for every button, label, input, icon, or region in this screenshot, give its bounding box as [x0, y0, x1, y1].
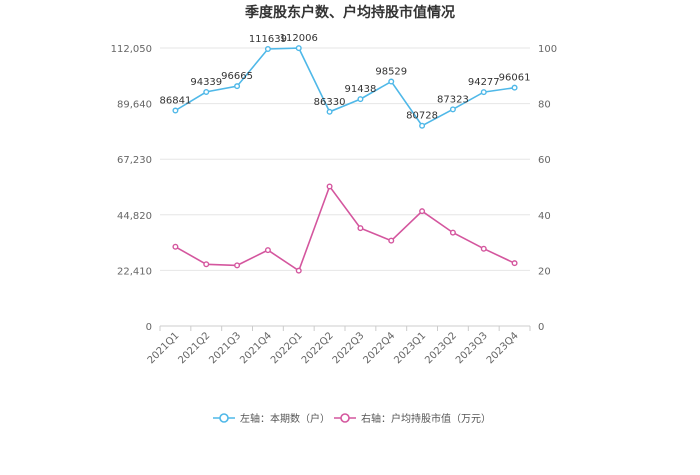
data-point: [172, 107, 179, 114]
right-axis-tick-label: 0: [538, 322, 544, 333]
x-tick-label: 2021Q4: [238, 330, 274, 366]
data-point: [511, 260, 518, 267]
data-point: [480, 89, 487, 96]
data-point: [357, 225, 364, 232]
chart-title: 季度股东户数、户均持股市值情况: [244, 4, 455, 21]
right-axis-tick-label: 80: [538, 100, 551, 111]
x-tick-label: 2023Q2: [423, 330, 459, 366]
x-tick-label: 2021Q2: [177, 330, 213, 366]
legend-marker: [219, 413, 229, 423]
legend: 左轴：本期数（户） 右轴：户均持股市值（万元）: [213, 412, 491, 425]
axis-layer: 0 0 22,410 20 44,820 40 67,230 60 89,640 80 112,05…: [111, 44, 557, 366]
legend-item-label: 右轴：户均持股市值（万元）: [361, 412, 491, 425]
data-point: [203, 88, 210, 95]
data-label: 86330: [314, 97, 346, 108]
x-tick-label: 2022Q1: [269, 330, 305, 366]
x-tick-label: 2021Q1: [146, 330, 182, 366]
right-axis-tick-label: 60: [538, 155, 551, 166]
left-axis-tick-label: 22,410: [117, 266, 152, 277]
series-line-0: [174, 47, 515, 127]
x-tick-label: 2022Q3: [331, 330, 367, 366]
data-point: [264, 46, 271, 53]
x-tick-label: 2021Q3: [207, 330, 243, 366]
data-point: [295, 45, 302, 52]
x-tick-label: 2023Q3: [454, 330, 490, 366]
data-point: [234, 262, 241, 269]
data-label: 86841: [160, 96, 192, 107]
data-point: [449, 229, 456, 236]
x-tick-label: 2022Q4: [362, 330, 398, 366]
data-label: 91438: [345, 84, 377, 95]
data-label: 94277: [468, 77, 500, 88]
right-axis-tick-label: 40: [538, 211, 551, 222]
data-label: 94339: [190, 77, 222, 88]
legend-marker: [340, 413, 350, 423]
data-label: 96665: [221, 71, 253, 82]
x-tick-label: 2022Q2: [300, 330, 336, 366]
x-tick-label: 2023Q4: [485, 330, 521, 366]
series-line-1: [175, 184, 515, 272]
legend-item-label: 左轴：本期数（户）: [240, 412, 330, 425]
data-label: 112006: [280, 33, 318, 44]
x-tick-label: 2023Q1: [392, 330, 428, 366]
series-layer: [172, 45, 518, 274]
data-point: [326, 183, 333, 190]
data-label: 111639: [249, 34, 287, 45]
data-label: 87323: [437, 94, 469, 105]
data-point: [172, 243, 179, 250]
data-label: 96061: [499, 73, 531, 84]
left-axis-tick-label: 0: [146, 322, 152, 333]
left-axis-tick-label: 67,230: [117, 155, 152, 166]
data-label: 98529: [375, 67, 407, 78]
data-point: [326, 108, 333, 115]
right-axis-tick-label: 100: [538, 44, 557, 55]
data-point: [388, 78, 395, 85]
left-axis-tick-label: 89,640: [117, 100, 152, 111]
data-point: [295, 267, 302, 274]
data-point: [234, 83, 241, 90]
data-point: [480, 245, 487, 252]
data-point: [511, 84, 518, 91]
right-axis-tick-label: 20: [538, 266, 551, 277]
left-axis-tick-label: 44,820: [117, 211, 152, 222]
data-label: 80728: [406, 111, 438, 122]
left-axis-tick-label: 112,050: [111, 44, 152, 55]
data-point: [203, 261, 210, 268]
data-point: [264, 247, 271, 254]
data-point: [449, 106, 456, 113]
data-point: [388, 237, 395, 244]
data-point: [419, 208, 426, 215]
data-point: [419, 122, 426, 129]
data-point: [357, 96, 364, 103]
